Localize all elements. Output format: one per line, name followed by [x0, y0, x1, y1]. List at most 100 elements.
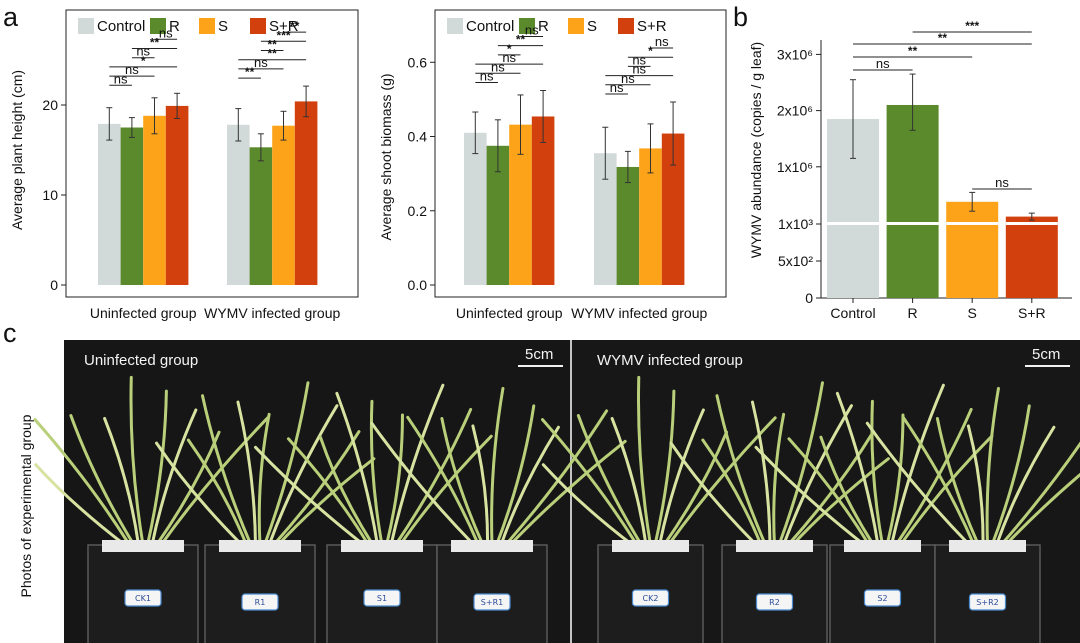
y-axis-label: WYMV abundance (copies / g leaf)	[748, 42, 764, 258]
plant-leaf	[200, 394, 253, 547]
plant-leaf	[610, 416, 648, 547]
bar-S+R-0	[531, 116, 555, 285]
legend-swatch-S+R	[618, 18, 634, 34]
wymv-abundance-chart: WYMV abundance (copies / g leaf) 0 5x10² 1x…	[748, 19, 1072, 321]
panel-letter-a: a	[3, 2, 19, 32]
plant-leaf	[701, 438, 763, 547]
plant-leaf	[440, 417, 485, 547]
plant-leaf	[985, 386, 1000, 547]
significance-label: ns	[502, 50, 516, 65]
pot-label: S+R1	[481, 598, 503, 607]
plant-leaf	[754, 445, 866, 547]
y-tick-label: 10	[42, 187, 58, 203]
pot-label: R2	[769, 598, 780, 607]
significance-label: **	[268, 47, 278, 61]
legend-swatch-R	[150, 18, 166, 34]
plant-leaf	[369, 399, 384, 547]
significance-label: ns	[491, 59, 505, 74]
plant-leaf	[389, 383, 445, 547]
pot-label-tag	[124, 589, 162, 607]
significance-label: **	[516, 33, 526, 47]
plant-leaf	[257, 412, 271, 547]
chart-frame	[434, 9, 727, 298]
plant-leaf	[750, 400, 772, 547]
y-tick-label: 0	[805, 290, 813, 306]
pot-label: S+R2	[976, 598, 998, 607]
significance-label: ns	[995, 175, 1009, 190]
bar-R-0	[486, 145, 510, 285]
pot-label: S1	[377, 594, 387, 603]
photo-y-label: Photos of experimental group	[18, 414, 34, 597]
plant-leaf	[541, 418, 639, 547]
plant-leaf	[272, 430, 361, 547]
y-tick-label: 20	[42, 97, 58, 113]
panel-letter-b: b	[733, 2, 748, 32]
bar-S-1	[272, 125, 295, 285]
significance-label: ns	[621, 71, 635, 86]
axis-break-stripe	[1005, 222, 1058, 225]
significance-label: **	[245, 65, 255, 79]
y-tick-label: 0.6	[408, 54, 428, 70]
plant-leaf	[504, 409, 609, 547]
plant-leaf	[286, 437, 370, 547]
y-tick-label: 2x10⁶	[777, 103, 813, 119]
group-label: WYMV infected group	[204, 305, 340, 321]
pot-soil-cover	[612, 540, 689, 552]
x-tick-label-Control: Control	[830, 305, 875, 321]
plant-leaf	[34, 463, 127, 547]
y-tick-label: 5x10²	[778, 253, 813, 269]
plant-leaf	[150, 408, 198, 547]
panel-letter-c: c	[3, 318, 17, 348]
pot-label-tag	[473, 593, 511, 611]
bar-S+R	[1005, 216, 1058, 298]
pot-soil-cover	[102, 540, 184, 552]
significance-label: ***	[276, 28, 290, 42]
plant-leaf	[318, 435, 375, 547]
pot-soil-cover	[949, 540, 1026, 552]
significance-label: **	[290, 19, 300, 33]
pot-soil-cover	[451, 540, 533, 552]
significance-label: **	[268, 38, 278, 52]
plant-leaf	[885, 413, 905, 547]
bar-Control-0	[98, 123, 121, 286]
significance-label: *	[141, 54, 146, 68]
significance-label: ns	[136, 44, 150, 59]
plant-leaf	[890, 383, 945, 547]
bar-Control-0	[464, 132, 487, 285]
plant-leaf	[791, 457, 890, 547]
plant-leaf	[1004, 472, 1080, 547]
y-axis-label: Average shoot biomass (g)	[378, 73, 394, 240]
legend-swatch-S	[568, 18, 584, 34]
group-label: WYMV infected group	[571, 305, 707, 321]
significance-label: ns	[114, 71, 128, 86]
x-tick-label-R: R	[908, 305, 918, 321]
pots: CK1 R1 S1 S+R1 CK2 R2 S2 S+R2	[33, 375, 1080, 643]
bar-R	[886, 104, 939, 298]
plant-leaf	[715, 394, 767, 547]
significance-label: ns	[480, 68, 494, 83]
pot-label-tag	[968, 593, 1007, 611]
bar-S-0	[143, 115, 166, 285]
pot-soil-cover	[844, 540, 921, 552]
plant-leaf	[394, 407, 473, 547]
legend-swatch-S	[199, 18, 215, 34]
photo-left-scale-label: 5cm	[525, 346, 553, 363]
significance-label: ns	[125, 62, 139, 77]
plant-leaf	[254, 445, 366, 547]
photo-left-title: Uninfected group	[84, 352, 198, 369]
photo-panel: Uninfected group WYMV infected group 5cm…	[18, 340, 1080, 643]
plant-leaf	[999, 441, 1080, 547]
significance-label: ns	[632, 52, 646, 67]
pot-label-tag	[863, 589, 902, 607]
bar-R-0	[120, 127, 144, 285]
legend-swatch-Control	[78, 18, 94, 34]
significance-label: *	[648, 44, 653, 58]
plant-leaf	[335, 391, 379, 547]
shoot-biomass-chart: Average shoot biomass (g) 0.0 0.2 0.4 0.6 Con…	[378, 9, 727, 321]
plant-leaf	[786, 430, 875, 547]
plant-leaf	[495, 404, 536, 547]
significance-label: ns	[159, 25, 173, 40]
plant-leaf	[370, 421, 476, 547]
significance-label: ns	[610, 80, 624, 95]
